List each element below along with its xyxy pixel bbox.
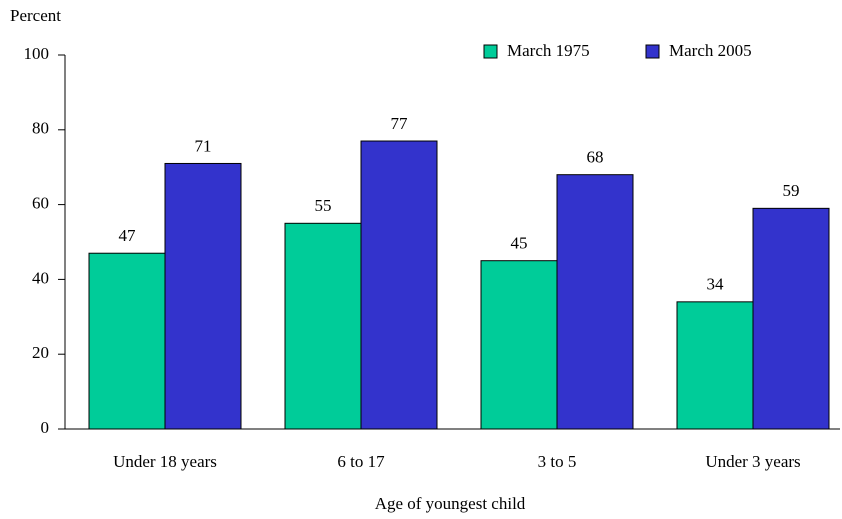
bar	[88, 252, 166, 430]
data-label: 47	[119, 226, 137, 245]
data-label: 68	[587, 148, 604, 167]
y-tick-label: 80	[32, 119, 49, 138]
data-label: 55	[315, 196, 332, 215]
bar	[360, 140, 438, 430]
data-label: 77	[391, 114, 409, 133]
bar	[676, 301, 754, 430]
y-tick-label: 40	[32, 268, 49, 287]
y-tick-label: 60	[32, 194, 49, 213]
data-label: 59	[783, 181, 800, 200]
legend-swatch	[483, 44, 498, 59]
x-tick-label: Under 3 years	[705, 452, 800, 471]
y-tick-label: 0	[41, 418, 50, 437]
legend-swatch	[645, 44, 660, 59]
y-axis-label: Percent	[10, 6, 61, 25]
x-tick-label: Under 18 years	[113, 452, 217, 471]
bar	[556, 174, 634, 430]
x-tick-label: 3 to 5	[538, 452, 577, 471]
y-tick-label: 100	[24, 44, 50, 63]
bar	[164, 162, 242, 430]
legend-label: March 1975	[507, 41, 590, 60]
x-tick-label: 6 to 17	[337, 452, 385, 471]
data-label: 45	[511, 234, 528, 253]
bar	[752, 207, 830, 430]
y-tick-label: 20	[32, 343, 49, 362]
x-axis-label: Age of youngest child	[375, 494, 526, 513]
data-label: 71	[195, 136, 212, 155]
data-label: 34	[707, 275, 725, 294]
bar	[284, 222, 362, 430]
bar	[480, 260, 558, 430]
legend-label: March 2005	[669, 41, 752, 60]
